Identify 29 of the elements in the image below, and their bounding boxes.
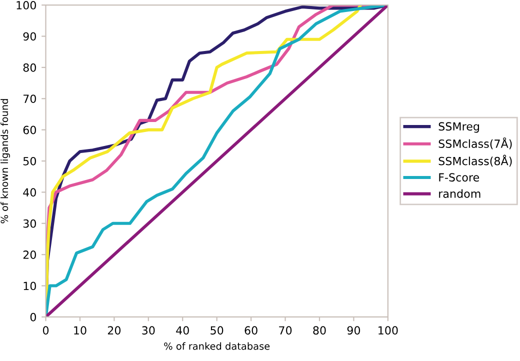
legend-label: SSMreg xyxy=(438,122,479,133)
x-tick-label: 40 xyxy=(176,326,189,335)
x-tick-label: 50 xyxy=(210,326,224,335)
y-tick-label: 90 xyxy=(23,32,36,41)
legend-label: SSMclass(8Å) xyxy=(438,154,512,167)
y-tick-label: 80 xyxy=(23,63,36,72)
x-tick-label: 70 xyxy=(279,326,292,335)
y-tick-label: 0 xyxy=(30,312,36,322)
y-tick-label: 100 xyxy=(16,1,36,10)
y-axis-title: % of known ligands found xyxy=(0,99,10,224)
x-tick-label: 80 xyxy=(313,326,326,335)
x-tick-label: 100 xyxy=(378,326,398,335)
x-tick-label: 30 xyxy=(142,326,155,335)
y-tick-label: 70 xyxy=(24,94,36,104)
legend-label: SSMclass(7Å) xyxy=(438,137,512,150)
y-tick-label: 20 xyxy=(23,250,36,259)
x-tick-label: 10 xyxy=(74,326,86,335)
y-tick-label: 40 xyxy=(23,188,36,197)
x-tick-label: 90 xyxy=(347,326,360,335)
x-tick-label: 0 xyxy=(42,326,49,335)
x-tick-label: 60 xyxy=(244,326,258,335)
legend-label: F-Score xyxy=(439,173,480,182)
legend-label: random xyxy=(439,189,480,198)
y-tick-label: 60 xyxy=(23,126,36,134)
x-axis-title: % of ranked database xyxy=(164,342,270,350)
y-tick-label: 30 xyxy=(23,219,36,228)
x-tick-label: 20 xyxy=(108,326,121,335)
y-tick-label: 10 xyxy=(24,282,36,290)
y-tick-label: 50 xyxy=(23,156,36,166)
